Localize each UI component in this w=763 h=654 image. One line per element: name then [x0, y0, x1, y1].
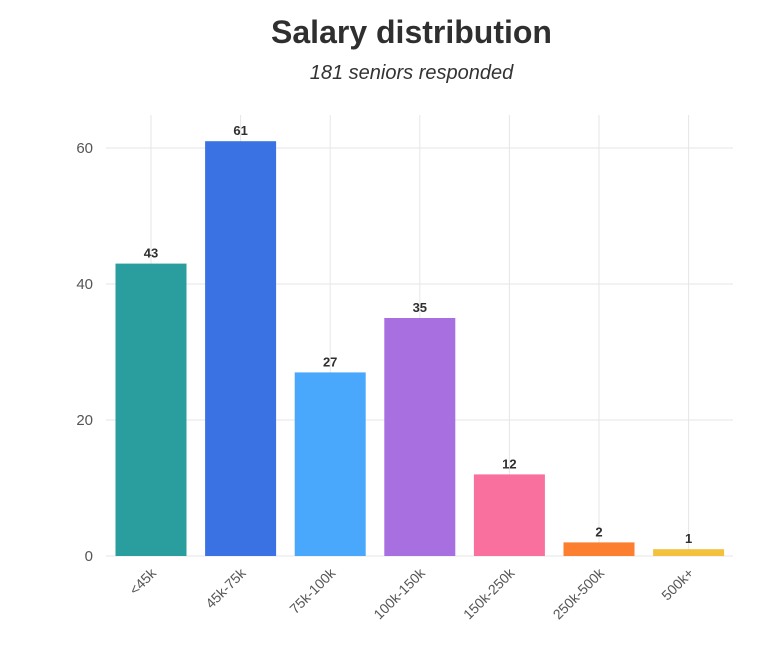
bar: [473, 474, 545, 556]
y-tick-label: 40: [76, 276, 93, 293]
bar: [294, 372, 366, 556]
data-label: 1: [685, 531, 692, 546]
chart-title: Salary distribution: [271, 14, 552, 50]
data-label: 12: [502, 456, 516, 471]
x-tick-label: 45k-75k: [202, 564, 249, 611]
x-tick-label: 100k-150k: [370, 564, 428, 622]
y-tick-label: 0: [85, 548, 93, 565]
data-label: 43: [144, 246, 158, 261]
data-label: 35: [413, 300, 427, 315]
bar: [115, 263, 187, 556]
bar: [384, 318, 456, 556]
x-tick-label: 250k-500k: [550, 564, 608, 622]
chart-subtitle: 181 seniors responded: [309, 62, 514, 84]
x-tick-label: 500k+: [658, 565, 697, 604]
x-tick-label: 75k-100k: [286, 564, 339, 617]
y-tick-label: 20: [76, 412, 93, 429]
x-tick-label: 150k-250k: [460, 564, 518, 622]
data-label: 2: [595, 524, 602, 539]
bar: [205, 141, 277, 556]
bar: [563, 542, 635, 556]
data-label: 27: [323, 354, 337, 369]
data-label: 61: [233, 123, 247, 138]
x-tick-label: <45k: [126, 564, 160, 598]
y-tick-label: 60: [76, 140, 93, 157]
bar: [653, 549, 725, 556]
